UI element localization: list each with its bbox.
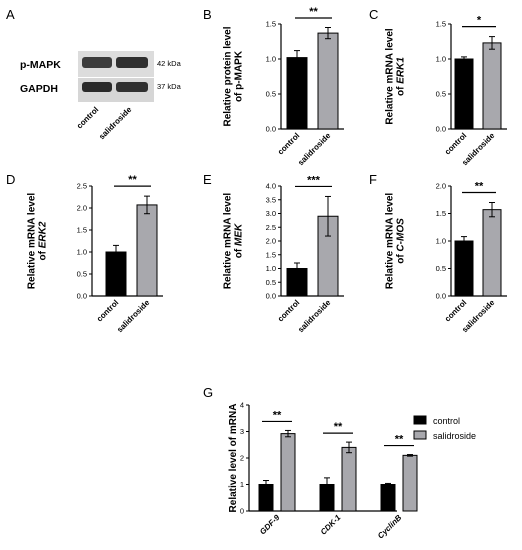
bar-f-control bbox=[454, 240, 474, 297]
bar-g-CyclinB-salidroside bbox=[402, 454, 418, 512]
y-axis-label-d: Relative mRNA levelof ERK2 bbox=[27, 193, 49, 290]
bar-d-salidroside bbox=[136, 204, 158, 297]
bar-b-salidroside bbox=[317, 32, 339, 130]
y-tick-label-c: 0.5 bbox=[436, 90, 446, 99]
panel-letter-a: A bbox=[6, 7, 15, 22]
x-tick-label-c: control bbox=[443, 131, 469, 157]
y-tick-label-f: 0.5 bbox=[436, 264, 446, 273]
y-tick-label-c: 1.0 bbox=[436, 55, 446, 64]
legend-label-salidroside: salidroside bbox=[433, 431, 476, 441]
x-tick-label-f: control bbox=[443, 298, 469, 324]
bar-f-salidroside bbox=[482, 209, 502, 297]
bar-g-CyclinB-control bbox=[380, 484, 396, 512]
y-tick-label-e: 1.5 bbox=[266, 250, 276, 259]
significance-f-stars: ** bbox=[475, 181, 484, 193]
blot-size-gapdh: 37 kDa bbox=[157, 82, 182, 91]
blot-label-pmapk: p-MAPK bbox=[20, 59, 61, 71]
x-tick-label-d: salidroside bbox=[115, 298, 152, 335]
y-tick-label-b: 1.5 bbox=[266, 20, 276, 29]
y-tick-label-e: 2.0 bbox=[266, 237, 276, 246]
y-tick-label-e: 3.5 bbox=[266, 195, 276, 204]
panel-letter-d: D bbox=[6, 172, 15, 187]
y-tick-label-g: 3 bbox=[240, 427, 244, 436]
y-tick-label-g: 2 bbox=[240, 454, 244, 463]
y-tick-label-e: 3.0 bbox=[266, 209, 276, 218]
panel-letter-f: F bbox=[369, 172, 377, 187]
significance-g-CyclinB-stars: ** bbox=[395, 434, 404, 446]
bar-c-control bbox=[454, 58, 474, 130]
blot-lane-control: control bbox=[75, 105, 101, 131]
chart-panel-e: 0.0 0.5 1.0 1.5 2.0 2.5 3.0 3.5 4.0 controlsalidr… bbox=[223, 174, 344, 335]
y-axis-label-f: Relative mRNA levelof C-MOS bbox=[385, 193, 407, 290]
y-tick-label-g: 1 bbox=[240, 480, 244, 489]
y-tick-label-e: 1.0 bbox=[266, 264, 276, 273]
x-tick-label-b: control bbox=[276, 131, 302, 157]
y-tick-label-g: 0 bbox=[240, 507, 244, 516]
bar-b-control bbox=[286, 57, 308, 130]
bar-g-CDK-1-salidroside bbox=[341, 446, 357, 512]
x-tick-label-g: CyclinB bbox=[376, 513, 404, 541]
blot-size-pmapk: 42 kDa bbox=[157, 59, 182, 68]
panel-letter-e: E bbox=[203, 172, 212, 187]
x-tick-label-e: control bbox=[276, 298, 302, 324]
y-tick-label-d: 1.5 bbox=[77, 226, 87, 235]
chart-panel-g: 0 1 2 3 4 ** GDF-9 ** CDK-1 ** CyclinB Relative lev… bbox=[228, 401, 476, 541]
y-tick-label-f: 1.5 bbox=[436, 209, 446, 218]
blot-band-pmapk-salidroside bbox=[116, 57, 148, 68]
x-tick-label-g: CDK-1 bbox=[319, 513, 343, 537]
y-axis-label-g: Relative level of mRNA bbox=[228, 404, 239, 513]
y-tick-label-b: 1.0 bbox=[266, 55, 276, 64]
y-axis-label-b: Relative protein levelof p-MAPK bbox=[223, 26, 245, 126]
significance-c-stars: * bbox=[477, 15, 482, 27]
y-tick-label-d: 2.5 bbox=[77, 182, 87, 191]
bar-c-salidroside bbox=[482, 42, 502, 130]
x-tick-label-e: salidroside bbox=[296, 298, 333, 335]
chart-panel-f: 0.00.51.01.52.0controlsalidroside**Relat… bbox=[385, 181, 507, 334]
y-tick-label-f: 0.0 bbox=[436, 292, 446, 301]
blot-band-gapdh-control bbox=[82, 82, 112, 92]
x-tick-label-g: GDF-9 bbox=[258, 513, 282, 537]
y-tick-label-e: 0.0 bbox=[266, 292, 276, 301]
y-tick-label-g: 4 bbox=[240, 401, 244, 410]
y-axis-label-e: Relative mRNA levelof MEK bbox=[223, 193, 245, 290]
x-tick-label-b: salidroside bbox=[296, 131, 333, 168]
blot-band-pmapk-control bbox=[82, 57, 112, 68]
y-axis-label-c: Relative mRNA levelof ERK1 bbox=[385, 28, 407, 125]
y-tick-label-d: 2.0 bbox=[77, 204, 87, 213]
panel-letter-g: G bbox=[203, 385, 213, 400]
y-tick-label-d: 0.5 bbox=[77, 270, 87, 279]
y-tick-label-e: 2.5 bbox=[266, 223, 276, 232]
y-tick-label-d: 0.0 bbox=[77, 292, 87, 301]
blot-lane-salidroside: salidroside bbox=[97, 105, 134, 142]
y-tick-label-d: 1.0 bbox=[77, 248, 87, 257]
x-tick-label-d: control bbox=[95, 298, 121, 324]
panel-letter-b: B bbox=[203, 7, 212, 22]
y-tick-label-c: 1.5 bbox=[436, 20, 446, 29]
legend-swatch-control bbox=[413, 415, 427, 425]
y-tick-label-f: 2.0 bbox=[436, 182, 446, 191]
legend-swatch-salidroside bbox=[413, 430, 427, 440]
legend-label-control: control bbox=[433, 416, 460, 426]
significance-g-CDK-1-stars: ** bbox=[334, 421, 343, 433]
significance-e-stars: *** bbox=[307, 174, 321, 186]
y-tick-label-e: 4.0 bbox=[266, 182, 276, 191]
significance-g-GDF-9-stars: ** bbox=[273, 409, 282, 421]
y-tick-label-c: 0.0 bbox=[436, 125, 446, 134]
panel-a: A p-MAPK GAPDH 42 kDa 37 kDa control sal… bbox=[6, 7, 182, 141]
chart-panel-c: 0.00.51.01.5controlsalidroside*Relative … bbox=[385, 15, 507, 167]
significance-d-stars: ** bbox=[128, 174, 137, 186]
y-tick-label-b: 0.5 bbox=[266, 90, 276, 99]
panel-letter-c: C bbox=[369, 7, 378, 22]
y-tick-label-f: 1.0 bbox=[436, 237, 446, 246]
blot-band-gapdh-salidroside bbox=[116, 82, 148, 92]
y-tick-label-e: 0.5 bbox=[266, 278, 276, 287]
significance-b-stars: ** bbox=[309, 6, 318, 18]
blot-label-gapdh: GAPDH bbox=[20, 83, 58, 95]
bar-g-GDF-9-salidroside bbox=[280, 433, 296, 512]
y-tick-label-b: 0.0 bbox=[266, 125, 276, 134]
